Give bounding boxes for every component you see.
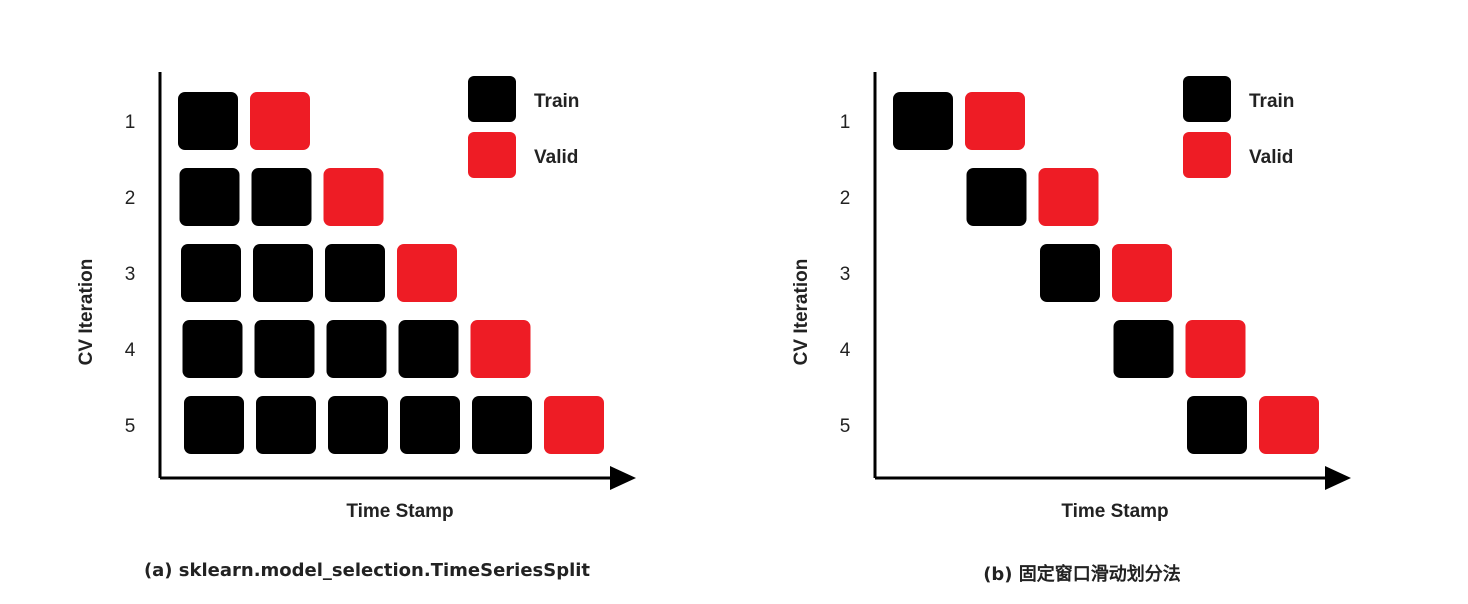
diagram-b-canvas: CV Iteration Time Stamp 1 2 3 4 5 Train Valid [791, 72, 1351, 522]
valid-block [1185, 320, 1246, 378]
legend-label-valid: Valid [534, 147, 578, 168]
legend-swatch-train [468, 76, 516, 122]
diagram-a-canvas: CV Iteration Time Stamp 1 2 3 4 5 Train Valid [76, 72, 636, 522]
legend-swatch-valid [468, 132, 516, 178]
iteration-label: 3 [125, 264, 136, 285]
train-block [326, 320, 387, 378]
train-block [472, 396, 532, 454]
train-block [893, 92, 953, 150]
train-block [398, 320, 459, 378]
iteration-label: 4 [840, 340, 851, 361]
train-block [178, 92, 238, 150]
legend-label-train: Train [1249, 91, 1294, 112]
valid-block [250, 92, 310, 150]
iteration-label: 5 [840, 416, 851, 437]
valid-block [397, 244, 457, 302]
train-block [1113, 320, 1174, 378]
train-block [181, 244, 241, 302]
iteration-label: 2 [840, 188, 851, 209]
legend-swatch-train [1183, 76, 1231, 122]
valid-block [544, 396, 604, 454]
iteration-label: 1 [840, 112, 851, 133]
x-axis-label: Time Stamp [346, 501, 453, 522]
valid-block [965, 92, 1025, 150]
train-block [256, 396, 316, 454]
panel-b: CV Iteration Time Stamp 1 2 3 4 5 Train Valid (b… [715, 0, 1449, 604]
train-block [966, 168, 1027, 226]
train-block [184, 396, 244, 454]
valid-block [1112, 244, 1172, 302]
caption-a: (a) sklearn.model_selection.TimeSeriesSp… [143, 560, 591, 581]
iteration-label: 4 [125, 340, 136, 361]
train-block [254, 320, 315, 378]
valid-block [470, 320, 531, 378]
iteration-label: 3 [840, 264, 851, 285]
train-block [182, 320, 243, 378]
iteration-label: 1 [125, 112, 136, 133]
y-axis-label: CV Iteration [76, 259, 97, 366]
y-axis-label: CV Iteration [791, 259, 812, 366]
legend-label-valid: Valid [1249, 147, 1293, 168]
train-block [328, 396, 388, 454]
train-block [179, 168, 240, 226]
legend-swatch-valid [1183, 132, 1231, 178]
x-axis-arrowhead [610, 466, 636, 490]
panel-a: CV Iteration Time Stamp 1 2 3 4 5 Train Valid (a… [76, 72, 636, 581]
valid-block [1038, 168, 1099, 226]
train-block [400, 396, 460, 454]
train-block [325, 244, 385, 302]
train-block [1187, 396, 1247, 454]
iteration-label: 5 [125, 416, 136, 437]
train-block [253, 244, 313, 302]
x-axis-arrowhead [1325, 466, 1351, 490]
legend-label-train: Train [534, 91, 579, 112]
x-axis-label: Time Stamp [1061, 501, 1168, 522]
iteration-label: 2 [125, 188, 136, 209]
train-block [1040, 244, 1100, 302]
valid-block [1259, 396, 1319, 454]
valid-block [323, 168, 384, 226]
train-block [251, 168, 312, 226]
caption-b: (b) 固定窗口滑动划分法 [983, 564, 1181, 585]
